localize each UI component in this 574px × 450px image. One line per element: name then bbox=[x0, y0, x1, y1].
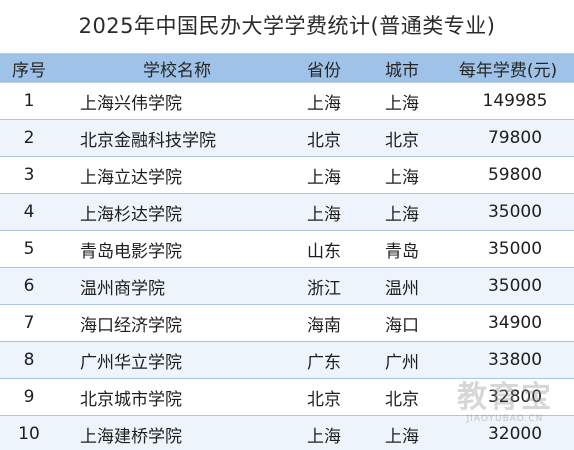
rank-cell: 9 bbox=[0, 378, 58, 416]
table-row: 10 上海建桥学院 上海 上海 32000 bbox=[0, 415, 574, 450]
fee-cell: 149985 bbox=[442, 82, 574, 120]
school-name-cell: 上海杉达学院 bbox=[58, 193, 286, 231]
table-row: 1 上海兴伟学院 上海 上海 149985 bbox=[0, 82, 574, 120]
rank-cell: 8 bbox=[0, 341, 58, 379]
city-cell: 青岛 bbox=[362, 230, 442, 268]
school-name-cell: 青岛电影学院 bbox=[58, 230, 286, 268]
table-body: 1 上海兴伟学院 上海 上海 149985 2 北京金融科技学院 北京 北京 79800 3 上海立达… bbox=[0, 82, 574, 450]
tuition-table: 序号 学校名称 省份 城市 每年学费(元) 1 上海兴伟学院 上海 上海 149985 2… bbox=[0, 53, 574, 450]
table-header: 序号 学校名称 省份 城市 每年学费(元) bbox=[0, 53, 574, 83]
table-row: 2 北京金融科技学院 北京 北京 79800 bbox=[0, 119, 574, 157]
rank-cell: 6 bbox=[0, 267, 58, 305]
school-name-cell: 海口经济学院 bbox=[58, 304, 286, 342]
province-cell: 北京 bbox=[286, 119, 362, 157]
city-cell: 上海 bbox=[362, 82, 442, 120]
column-header-city: 城市 bbox=[362, 53, 442, 83]
school-name-cell: 上海建桥学院 bbox=[58, 415, 286, 450]
rank-cell: 3 bbox=[0, 156, 58, 194]
province-cell: 北京 bbox=[286, 378, 362, 416]
school-name-cell: 北京金融科技学院 bbox=[58, 119, 286, 157]
fee-cell: 79800 bbox=[442, 119, 574, 157]
header-row: 序号 学校名称 省份 城市 每年学费(元) bbox=[0, 53, 574, 83]
school-name-cell: 上海立达学院 bbox=[58, 156, 286, 194]
column-header-rank: 序号 bbox=[0, 53, 58, 83]
province-cell: 上海 bbox=[286, 82, 362, 120]
fee-cell: 35000 bbox=[442, 193, 574, 231]
table-row: 3 上海立达学院 上海 上海 59800 bbox=[0, 156, 574, 194]
table-title: 2025年中国民办大学学费统计(普通类专业) bbox=[78, 14, 496, 38]
rank-cell: 7 bbox=[0, 304, 58, 342]
city-cell: 广州 bbox=[362, 341, 442, 379]
province-cell: 海南 bbox=[286, 304, 362, 342]
fee-cell: 35000 bbox=[442, 267, 574, 305]
province-cell: 上海 bbox=[286, 415, 362, 450]
school-name-cell: 上海兴伟学院 bbox=[58, 82, 286, 120]
column-header-fee: 每年学费(元) bbox=[442, 53, 574, 83]
table-row: 6 温州商学院 浙江 温州 35000 bbox=[0, 267, 574, 305]
column-header-name: 学校名称 bbox=[58, 53, 286, 83]
rank-cell: 4 bbox=[0, 193, 58, 231]
fee-cell: 32000 bbox=[442, 415, 574, 450]
school-name-cell: 温州商学院 bbox=[58, 267, 286, 305]
fee-cell: 59800 bbox=[442, 156, 574, 194]
city-cell: 北京 bbox=[362, 378, 442, 416]
province-cell: 上海 bbox=[286, 156, 362, 194]
province-cell: 广东 bbox=[286, 341, 362, 379]
rank-cell: 1 bbox=[0, 82, 58, 120]
rank-cell: 2 bbox=[0, 119, 58, 157]
school-name-cell: 北京城市学院 bbox=[58, 378, 286, 416]
table-row: 8 广州华立学院 广东 广州 33800 bbox=[0, 341, 574, 379]
rank-cell: 5 bbox=[0, 230, 58, 268]
school-name-cell: 广州华立学院 bbox=[58, 341, 286, 379]
table-row: 5 青岛电影学院 山东 青岛 35000 bbox=[0, 230, 574, 268]
city-cell: 上海 bbox=[362, 415, 442, 450]
province-cell: 上海 bbox=[286, 193, 362, 231]
fee-cell: 32800 bbox=[442, 378, 574, 416]
province-cell: 浙江 bbox=[286, 267, 362, 305]
column-header-province: 省份 bbox=[286, 53, 362, 83]
table-row: 7 海口经济学院 海南 海口 34900 bbox=[0, 304, 574, 342]
fee-cell: 34900 bbox=[442, 304, 574, 342]
city-cell: 上海 bbox=[362, 193, 442, 231]
city-cell: 海口 bbox=[362, 304, 442, 342]
table-row: 4 上海杉达学院 上海 上海 35000 bbox=[0, 193, 574, 231]
fee-cell: 35000 bbox=[442, 230, 574, 268]
rank-cell: 10 bbox=[0, 415, 58, 450]
fee-cell: 33800 bbox=[442, 341, 574, 379]
city-cell: 北京 bbox=[362, 119, 442, 157]
city-cell: 上海 bbox=[362, 156, 442, 194]
table-row: 9 北京城市学院 北京 北京 32800 bbox=[0, 378, 574, 416]
province-cell: 山东 bbox=[286, 230, 362, 268]
city-cell: 温州 bbox=[362, 267, 442, 305]
